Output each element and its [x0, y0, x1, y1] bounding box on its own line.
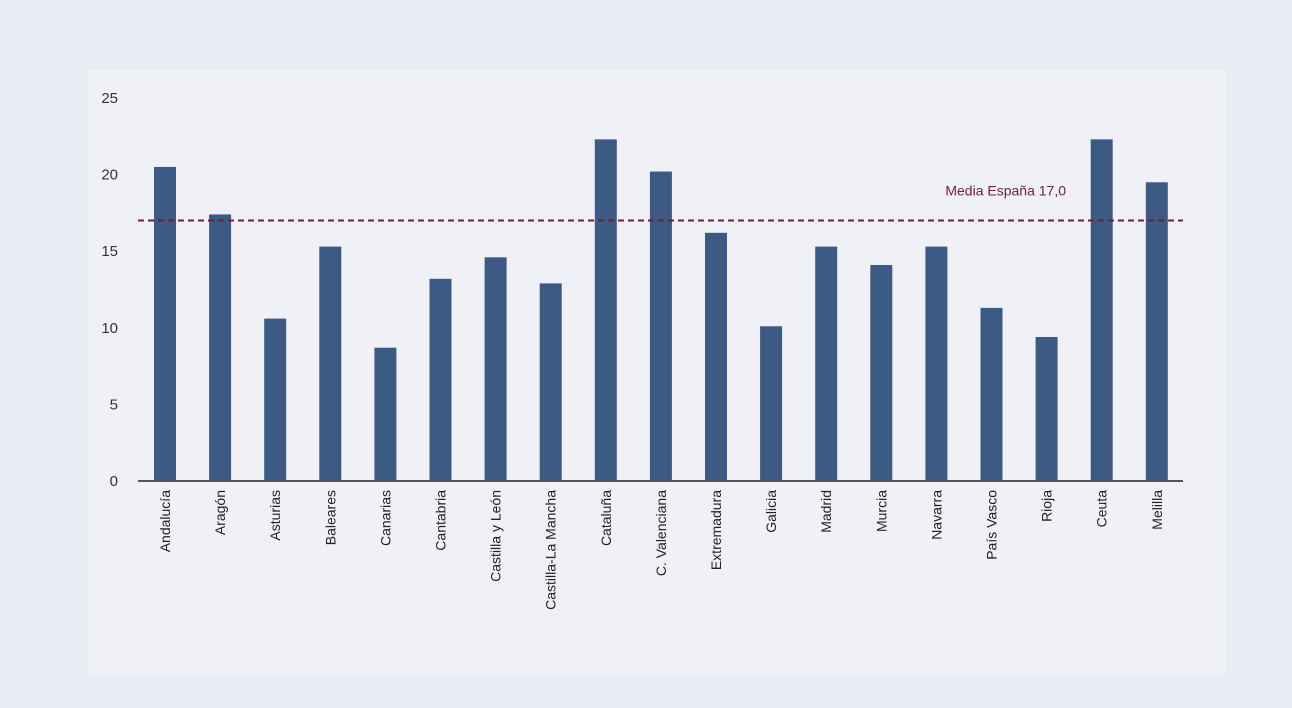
bar-18 [1145, 182, 1168, 481]
bar-5 [429, 278, 452, 481]
bar-9 [649, 171, 672, 481]
x-tick-label-11: Galicia [763, 490, 779, 533]
x-tick-label-15: País Vasco [984, 490, 1000, 560]
x-tick-label-13: Murcia [873, 490, 889, 532]
x-tick-label-3: Baleares [322, 490, 338, 545]
bar-8 [594, 139, 617, 481]
x-tick-label-4: Canarias [377, 490, 393, 546]
x-tick-label-2: Asturias [267, 490, 283, 541]
bar-11 [760, 326, 783, 481]
bar-15 [980, 307, 1003, 481]
y-tick-label-20: 20 [101, 167, 118, 184]
x-tick-label-14: Navarra [928, 490, 944, 540]
x-tick-label-18: Melilla [1149, 490, 1165, 530]
bar-6 [484, 257, 507, 481]
bar-14 [925, 246, 948, 481]
y-tick-label-25: 25 [101, 90, 118, 107]
x-tick-label-1: Aragón [212, 490, 228, 535]
bar-16 [1035, 336, 1058, 481]
x-tick-label-9: C. Valenciana [653, 490, 669, 576]
bars [154, 139, 1168, 481]
x-tick-label-10: Extremadura [708, 490, 724, 570]
y-tick-label-0: 0 [110, 473, 118, 490]
bar-1 [209, 214, 232, 481]
x-axis-labels: Andalucía Aragón Asturias Baleares Canarias C… [157, 490, 1165, 610]
x-tick-label-17: Ceuta [1094, 490, 1110, 528]
bar-4 [374, 347, 397, 481]
y-tick-label-10: 10 [101, 320, 118, 337]
bar-0 [154, 166, 176, 481]
reference-label: Media España 17,0 [945, 183, 1066, 199]
x-tick-label-7: Castilla-La Mancha [543, 490, 559, 610]
y-tick-label-5: 5 [110, 396, 118, 413]
bar-7 [539, 283, 562, 481]
x-tick-label-8: Cataluña [598, 490, 614, 546]
y-axis-ticks: 0 5 10 15 20 25 [101, 90, 118, 490]
x-tick-label-16: Rioja [1039, 490, 1055, 522]
bar-10 [705, 232, 727, 481]
x-tick-label-5: Cantabria [433, 490, 449, 551]
bar-3 [319, 246, 342, 481]
x-tick-label-6: Castilla y León [488, 490, 504, 582]
bar-2 [264, 318, 287, 481]
bar-12 [815, 246, 838, 481]
y-tick-label-15: 15 [101, 243, 118, 260]
x-tick-label-0: Andalucía [157, 490, 173, 552]
x-tick-label-12: Madrid [818, 490, 834, 533]
bar-13 [870, 264, 893, 481]
bar-17 [1090, 139, 1113, 481]
